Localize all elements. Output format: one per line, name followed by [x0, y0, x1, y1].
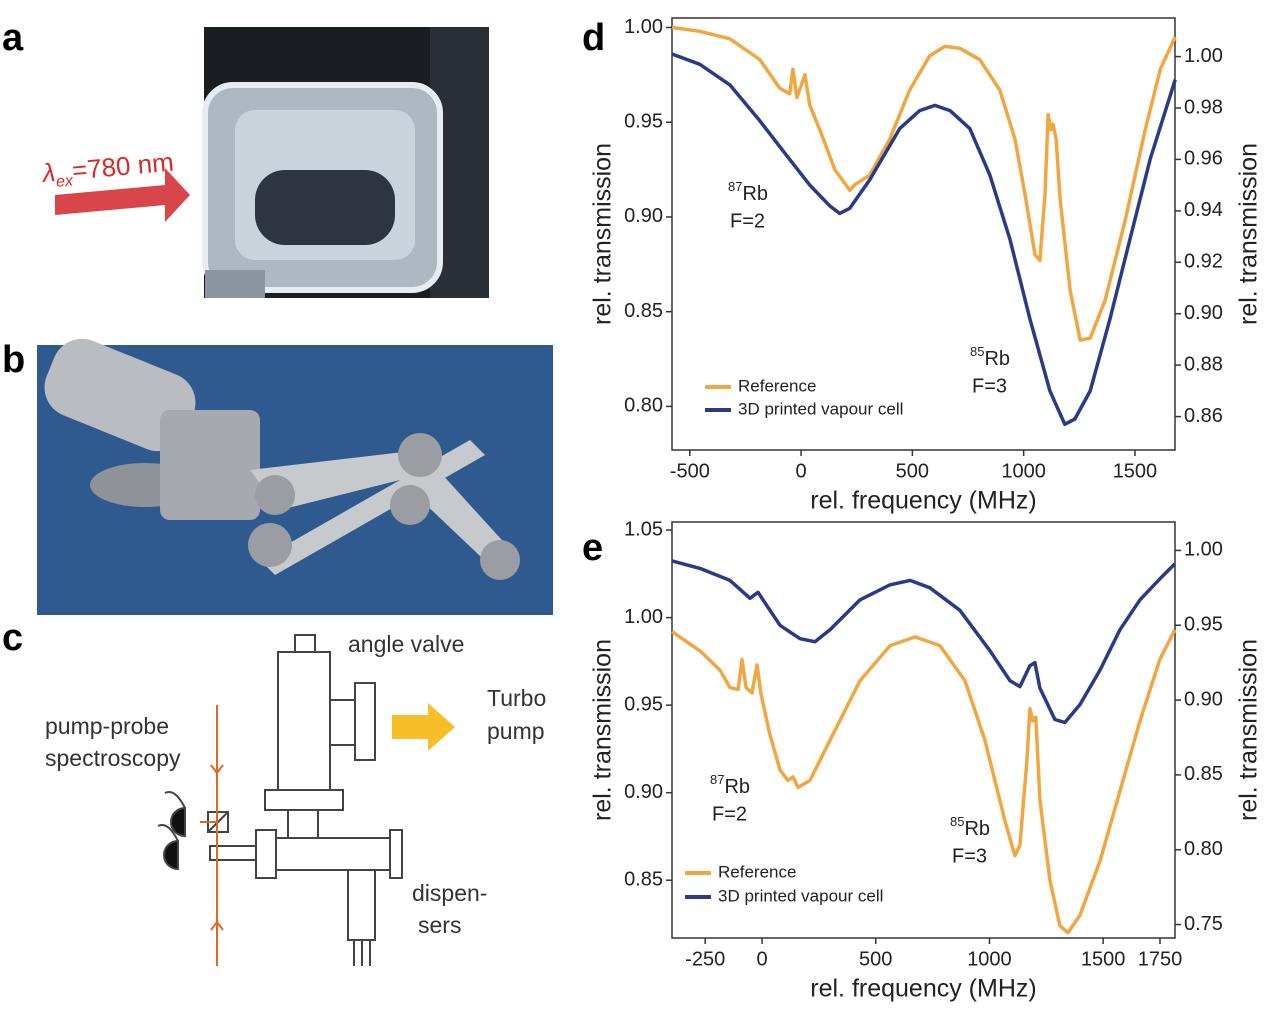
x-axis-label: rel. frequency (MHz) — [810, 487, 1036, 515]
annotation-text: Rb — [724, 776, 750, 798]
panel-label: c — [2, 617, 23, 659]
panel-label: d — [582, 17, 605, 59]
annotation-text: Rb — [742, 183, 768, 205]
y2-tick-label: 0.95 — [1184, 614, 1223, 636]
y2-tick-label: 0.94 — [1184, 199, 1223, 221]
dispensers-label: sers — [418, 912, 461, 938]
x-tick-label: 500 — [896, 460, 929, 482]
plot-frame — [671, 521, 1176, 939]
turbo-label: pump — [487, 718, 545, 744]
photo-a — [202, 27, 489, 298]
y-axis-label: rel. transmission — [589, 639, 617, 821]
x-tick-label: -500 — [670, 460, 710, 482]
y-tick-label: 0.95 — [624, 110, 663, 132]
lambda-sub: ex — [55, 172, 74, 191]
legend-label: 3D printed vapour cell — [738, 399, 903, 418]
x-tick-label: 1000 — [1001, 460, 1046, 482]
y-tick-label: 1.00 — [624, 16, 663, 38]
y2-tick-label: 0.96 — [1184, 148, 1223, 170]
x-tick-label: 0 — [796, 460, 807, 482]
y2-tick-label: 1.00 — [1184, 45, 1223, 67]
x-tick-label: 1500 — [1113, 460, 1158, 482]
pump-probe-label: pump-probe — [45, 713, 169, 739]
legend-label: Reference — [738, 376, 816, 395]
y-tick-label: 0.95 — [624, 693, 663, 715]
annotation: F=3 — [952, 845, 987, 867]
panel-label: e — [582, 527, 603, 569]
x-axis-label: rel. frequency (MHz) — [810, 975, 1036, 1003]
x-tick-label: 1500 — [1081, 948, 1126, 970]
turbo-label: Turbo — [487, 685, 546, 711]
annotation-sup: 87 — [728, 179, 742, 194]
x-tick-label: 1750 — [1138, 948, 1183, 970]
y2-axis-label: rel. transmission — [1235, 143, 1263, 325]
dispensers-label: dispen- — [412, 880, 487, 906]
render-b — [37, 338, 553, 615]
y-tick-label: 0.90 — [624, 781, 663, 803]
legend-label: Reference — [718, 862, 796, 881]
annotation-sup: 85 — [970, 344, 984, 359]
annotation: 87Rb — [728, 179, 768, 205]
y2-tick-label: 0.88 — [1184, 353, 1223, 375]
series-line — [671, 52, 1177, 427]
legend-label: 3D printed vapour cell — [718, 886, 883, 905]
annotation-sup: 87 — [710, 772, 724, 787]
series-line — [671, 25, 1177, 342]
y-tick-label: 1.05 — [624, 518, 663, 540]
panel-label: b — [2, 339, 25, 381]
x-tick-label: 0 — [756, 948, 767, 970]
annotation: 87Rb — [710, 772, 750, 798]
diagram-c — [157, 634, 455, 966]
y-tick-label: 0.85 — [624, 869, 663, 891]
annotation: F=2 — [730, 210, 765, 232]
y2-tick-label: 1.00 — [1184, 539, 1223, 561]
annotation: 85Rb — [970, 344, 1010, 370]
pump-probe-label: spectroscopy — [45, 745, 181, 771]
annotation-text: Rb — [964, 818, 990, 840]
x-tick-label: 1000 — [967, 948, 1012, 970]
series-line — [671, 559, 1177, 725]
x-tick-label: 500 — [859, 948, 892, 970]
lambda: λ — [39, 157, 56, 188]
annotation-text: Rb — [984, 348, 1010, 370]
y2-tick-label: 0.92 — [1184, 251, 1223, 273]
angle-valve-label: angle valve — [348, 631, 464, 657]
y2-tick-label: 0.98 — [1184, 96, 1223, 118]
y2-axis-label: rel. transmission — [1235, 639, 1263, 821]
y2-tick-label: 0.80 — [1184, 838, 1223, 860]
annotation: 85Rb — [950, 814, 990, 840]
wavelength-label: λex=780 nm — [39, 147, 175, 192]
y-tick-label: 1.00 — [624, 606, 663, 628]
y-tick-label: 0.80 — [624, 395, 663, 417]
y-tick-label: 0.90 — [624, 205, 663, 227]
annotation: F=2 — [712, 803, 747, 825]
panel-label: a — [2, 17, 24, 59]
plot-frame — [671, 17, 1176, 451]
laser-arrow — [55, 168, 190, 222]
y2-tick-label: 0.85 — [1184, 763, 1223, 785]
y2-tick-label: 0.90 — [1184, 688, 1223, 710]
annotation-sup: 85 — [950, 814, 964, 829]
y-axis-label: rel. transmission — [589, 143, 617, 325]
y2-tick-label: 0.86 — [1184, 405, 1223, 427]
series-line — [671, 629, 1177, 935]
x-tick-label: -250 — [685, 948, 725, 970]
lambda-value: =780 nm — [71, 147, 175, 186]
annotation: F=3 — [972, 375, 1007, 397]
y2-tick-label: 0.75 — [1184, 913, 1223, 935]
y2-tick-label: 0.90 — [1184, 302, 1223, 324]
y-tick-label: 0.85 — [624, 300, 663, 322]
